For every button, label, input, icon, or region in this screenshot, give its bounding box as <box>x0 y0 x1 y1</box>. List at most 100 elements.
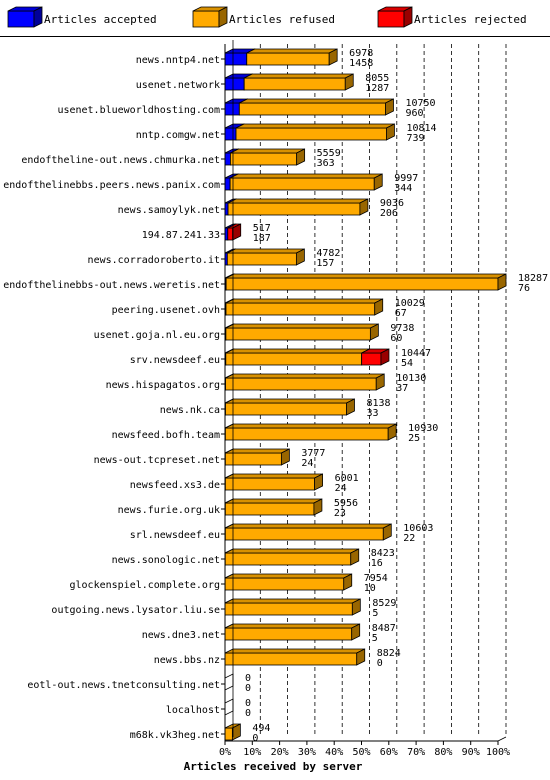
y-tick-label: newsfeed.xs3.de <box>130 480 220 491</box>
y-tick-label: news.dne3.net <box>142 630 220 641</box>
y-tick-label: srv.newsdeef.eu <box>130 355 220 366</box>
legend-label-1: Articles accepted <box>44 13 157 26</box>
bar-refused-side <box>343 573 353 591</box>
bar-refused <box>225 273 507 291</box>
data-label-total: 8487 <box>372 623 396 634</box>
data-label-accepted: 10 <box>364 583 376 594</box>
data-label-accepted: 25 <box>408 433 420 444</box>
y-tick-label: usenet.goja.nl.eu.org <box>94 330 220 341</box>
bar-refused-side <box>369 323 379 341</box>
y-tick-label: news.hispagatos.org <box>106 380 220 391</box>
data-label-accepted: 187 <box>253 233 271 244</box>
bar-3 <box>224 98 394 116</box>
bar-rejected-front <box>361 352 382 366</box>
bar-refused-side <box>375 373 385 391</box>
bar-5 <box>224 148 306 166</box>
bar-refused-front <box>224 552 352 566</box>
bar-refused-side <box>382 523 392 541</box>
y-tick-label: peering.usenet.ovh <box>112 305 220 316</box>
legend-swatch-2-side <box>218 6 228 28</box>
y-tick-label: news.samoylyk.net <box>118 205 220 216</box>
y-tick-label: news.sonologic.net <box>112 555 220 566</box>
y-tick-label: news.furie.org.uk <box>118 505 220 516</box>
data-label-total: 6001 <box>335 473 359 484</box>
bar-refused-front <box>230 152 298 166</box>
bar-rejected-side <box>380 348 390 366</box>
data-label-accepted: 24 <box>335 483 347 494</box>
bar-refused-top <box>230 148 305 154</box>
bar-accepted-front <box>224 77 245 91</box>
bar-refused-front <box>243 77 346 91</box>
data-label-total: 9738 <box>390 323 414 334</box>
bar-6 <box>224 173 383 191</box>
data-label-total: 10029 <box>395 298 425 309</box>
y-tick-label: nntp.comgw.net <box>136 130 220 141</box>
bar-refused <box>224 423 397 441</box>
bar-rejected <box>361 348 390 366</box>
legend-swatch-1-front <box>7 10 35 28</box>
bar-refused-side <box>328 48 338 66</box>
x-axis-title: Articles received by server <box>184 760 363 773</box>
bar-refused <box>225 373 385 391</box>
bar-15 <box>224 398 355 416</box>
data-label-accepted: 76 <box>518 283 530 294</box>
bar-refused-front <box>246 52 330 66</box>
bar-refused-top <box>224 573 352 579</box>
bar-12 <box>224 323 379 341</box>
bar-refused-front <box>224 602 353 616</box>
data-label-total: 10930 <box>408 423 438 434</box>
y-tick-label: m68k.vk3heg.net <box>130 730 220 741</box>
bar-refused-top <box>225 548 359 554</box>
bar-refused-front <box>224 527 384 541</box>
bar-refused-front <box>235 127 387 141</box>
bar-refused <box>224 623 361 641</box>
bar-refused-side <box>385 98 394 116</box>
bar-refused-side <box>314 473 323 491</box>
bar-refused-front <box>225 352 363 366</box>
bar-refused-top <box>225 398 355 404</box>
bar-refused-top <box>225 273 507 279</box>
bar-refused <box>224 473 323 491</box>
bar-22 <box>224 573 353 591</box>
bar-2 <box>224 73 354 91</box>
x-tick-label: 50% <box>352 747 370 758</box>
bar-refused-front <box>227 202 361 216</box>
bar-refused <box>230 148 306 166</box>
bar-refused-top <box>229 173 383 179</box>
data-label-total: 18287 <box>518 273 548 284</box>
bar-rejected-front <box>227 227 234 241</box>
x-tick-label: 60% <box>380 747 398 758</box>
y-axis-labels: news.nntp4.net usenet.network usenet.bluew… <box>3 55 220 741</box>
bar-refused-side <box>356 648 366 666</box>
data-label-total: 517 <box>253 223 271 234</box>
bar-refused <box>225 323 379 341</box>
data-label-total: 10447 <box>401 348 431 359</box>
bar-refused-side <box>386 123 395 141</box>
data-label-accepted: 157 <box>316 258 334 269</box>
legend: Articles accepted Articles refused Article… <box>7 6 527 28</box>
bar-refused-top <box>224 648 365 654</box>
legend-label-2: Articles refused <box>229 13 335 26</box>
legend-swatch-3-front <box>377 10 405 28</box>
y-tick-label: news.corradoroberto.it <box>88 255 220 266</box>
data-label-total: 10750 <box>405 98 435 109</box>
bar-refused-side <box>497 273 507 291</box>
bar-refused-top <box>246 48 338 54</box>
y-tick-label: news-out.tcpreset.net <box>94 455 220 466</box>
bar-refused <box>235 123 395 141</box>
y-tick-label: usenet.network <box>136 80 220 91</box>
bar-refused-front <box>229 177 375 191</box>
bar-refused-side <box>387 423 397 441</box>
data-label-accepted: 5 <box>372 608 378 619</box>
bar-refused <box>224 548 360 566</box>
bar-25 <box>224 648 366 666</box>
data-label-total: 6978 <box>349 48 373 59</box>
y-tick-label: outgoing.news.lysator.liu.se <box>51 605 220 616</box>
data-label-accepted: 67 <box>395 308 407 319</box>
bar-13 <box>224 348 390 366</box>
bar-19 <box>224 498 323 516</box>
legend-swatch-3-side <box>403 6 413 28</box>
bar-refused-top <box>225 323 379 329</box>
bar-refused-top <box>239 98 394 104</box>
bar-refused <box>226 248 305 266</box>
